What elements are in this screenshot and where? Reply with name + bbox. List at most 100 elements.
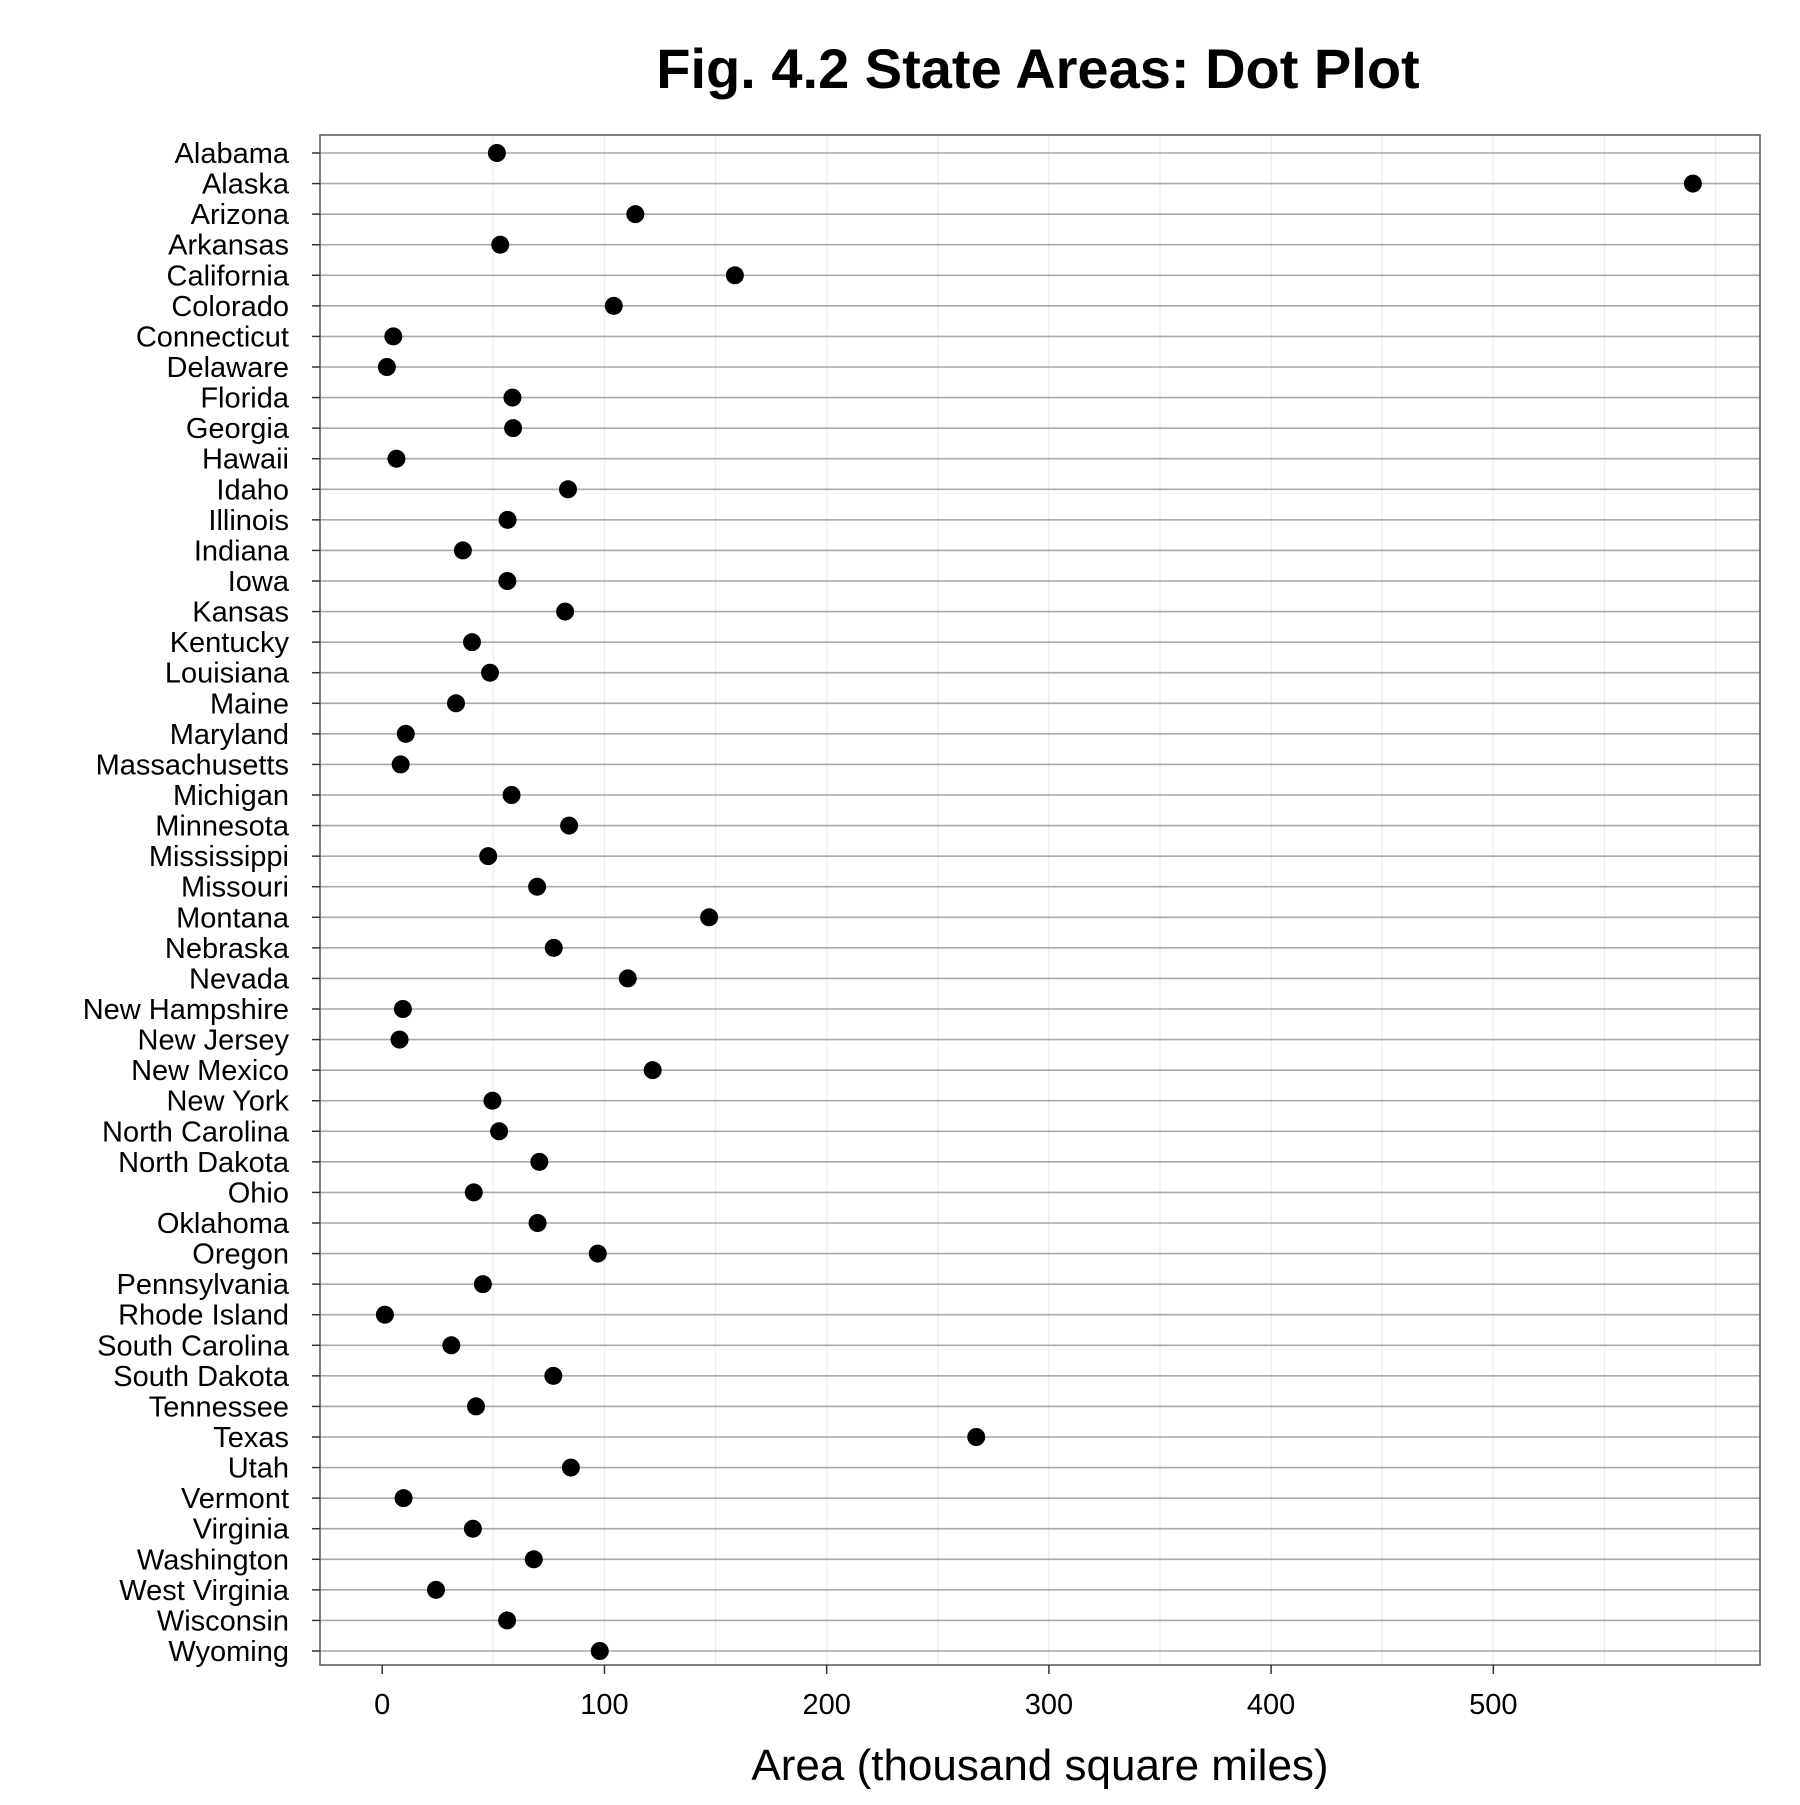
data-point bbox=[530, 1152, 549, 1171]
data-point bbox=[473, 1275, 492, 1294]
y-tick-label: West Virginia bbox=[119, 1575, 290, 1607]
y-tick-label: New Jersey bbox=[138, 1025, 290, 1057]
y-tick-label: Texas bbox=[213, 1422, 289, 1454]
data-point bbox=[544, 1366, 563, 1385]
x-tick-label: 200 bbox=[802, 1689, 850, 1721]
y-tick-label: Alabama bbox=[175, 138, 290, 170]
y-tick-label: New Mexico bbox=[131, 1055, 289, 1087]
y-tick-label: Kansas bbox=[192, 597, 289, 629]
chart-title: Fig. 4.2 State Areas: Dot Plot bbox=[656, 37, 1419, 100]
data-point bbox=[967, 1428, 986, 1446]
y-tick-label: Oklahoma bbox=[157, 1208, 290, 1240]
y-tick-label: Pennsylvania bbox=[117, 1269, 290, 1301]
y-tick-label: Montana bbox=[176, 902, 290, 934]
plot-border bbox=[319, 134, 1761, 1666]
data-point bbox=[626, 205, 645, 224]
x-tick-label: 100 bbox=[580, 1689, 628, 1721]
y-tick-label: Hawaii bbox=[202, 444, 289, 476]
data-point bbox=[391, 755, 410, 774]
y-tick-label: Florida bbox=[200, 383, 290, 415]
data-point bbox=[604, 296, 623, 315]
data-point bbox=[590, 1642, 609, 1660]
y-tick-label: Wisconsin bbox=[157, 1605, 289, 1637]
x-tick-label: 500 bbox=[1469, 1689, 1517, 1721]
data-point bbox=[498, 510, 517, 529]
data-point bbox=[463, 633, 481, 652]
x-axis: 0 100 200 300 400 500 bbox=[374, 1665, 1518, 1721]
y-tick-label: North Carolina bbox=[102, 1116, 290, 1148]
data-point bbox=[725, 266, 744, 285]
y-tick-label: Iowa bbox=[228, 566, 290, 598]
y-tick-label: Kentucky bbox=[170, 627, 290, 659]
y-tick-label: Maine bbox=[210, 688, 289, 720]
y-tick-label: Ohio bbox=[228, 1177, 289, 1209]
data-point bbox=[483, 1091, 502, 1110]
data-point bbox=[453, 541, 472, 560]
y-tick-label: Maryland bbox=[170, 719, 289, 751]
y-tick-label: Connecticut bbox=[136, 321, 289, 353]
y-tick-label: Alaska bbox=[202, 169, 290, 201]
data-point bbox=[560, 816, 579, 835]
y-tick-label: Tennessee bbox=[149, 1391, 289, 1423]
data-point bbox=[387, 449, 406, 468]
data-point bbox=[442, 1336, 461, 1355]
y-tick-label: Washington bbox=[137, 1544, 289, 1576]
y-tick-label: Illinois bbox=[208, 505, 289, 537]
grid-layer bbox=[320, 135, 1760, 1665]
y-tick-label: North Dakota bbox=[118, 1147, 290, 1179]
x-axis-title: Area (thousand square miles) bbox=[751, 1741, 1328, 1790]
data-point bbox=[528, 877, 547, 896]
y-tick-label: Rhode Island bbox=[118, 1300, 289, 1332]
data-point bbox=[588, 1244, 607, 1263]
data-point bbox=[390, 1030, 409, 1049]
y-tick-label: Georgia bbox=[186, 413, 290, 445]
y-tick-label: Arizona bbox=[191, 199, 290, 231]
data-point bbox=[447, 694, 465, 713]
y-tick-label: Idaho bbox=[216, 474, 289, 506]
plot-panel bbox=[320, 135, 1760, 1665]
data-point bbox=[1683, 174, 1702, 193]
y-tick-label: Virginia bbox=[193, 1514, 290, 1546]
y-tick-label: South Dakota bbox=[113, 1361, 290, 1393]
y-tick-label: Nevada bbox=[189, 963, 290, 995]
data-point bbox=[487, 144, 506, 162]
data-point bbox=[556, 602, 575, 621]
data-point bbox=[559, 480, 577, 499]
data-point bbox=[544, 938, 563, 957]
x-tick-label: 400 bbox=[1247, 1689, 1295, 1721]
data-point bbox=[618, 969, 637, 988]
data-point bbox=[375, 1305, 394, 1324]
data-point bbox=[463, 1519, 482, 1538]
y-tick-label: Louisiana bbox=[165, 658, 290, 690]
data-point bbox=[464, 1183, 483, 1202]
data-point bbox=[498, 572, 517, 590]
data-point bbox=[481, 663, 499, 682]
y-tick-label: Missouri bbox=[181, 872, 289, 904]
data-point bbox=[427, 1580, 445, 1599]
dots-layer bbox=[375, 144, 1702, 1660]
data-point bbox=[528, 1214, 547, 1232]
y-tick-label: Nebraska bbox=[165, 933, 290, 965]
y-tick-label: Mississippi bbox=[149, 841, 289, 873]
data-point bbox=[467, 1397, 485, 1416]
y-tick-label: Minnesota bbox=[155, 811, 290, 843]
data-point bbox=[394, 1489, 413, 1508]
y-tick-label: New York bbox=[166, 1086, 289, 1118]
x-tick-label: 0 bbox=[374, 1689, 390, 1721]
x-tick-label: 300 bbox=[1025, 1689, 1073, 1721]
data-point bbox=[491, 235, 510, 254]
data-point bbox=[479, 847, 498, 866]
y-tick-label: Oregon bbox=[192, 1239, 289, 1271]
data-point bbox=[503, 388, 522, 407]
data-point bbox=[384, 327, 403, 346]
y-tick-label: California bbox=[167, 260, 290, 292]
data-point bbox=[700, 908, 719, 927]
y-tick-label: Utah bbox=[228, 1453, 289, 1485]
y-tick-label: Arkansas bbox=[168, 230, 289, 262]
y-tick-label: Delaware bbox=[167, 352, 290, 384]
data-point bbox=[396, 724, 415, 743]
data-point bbox=[498, 1611, 517, 1630]
